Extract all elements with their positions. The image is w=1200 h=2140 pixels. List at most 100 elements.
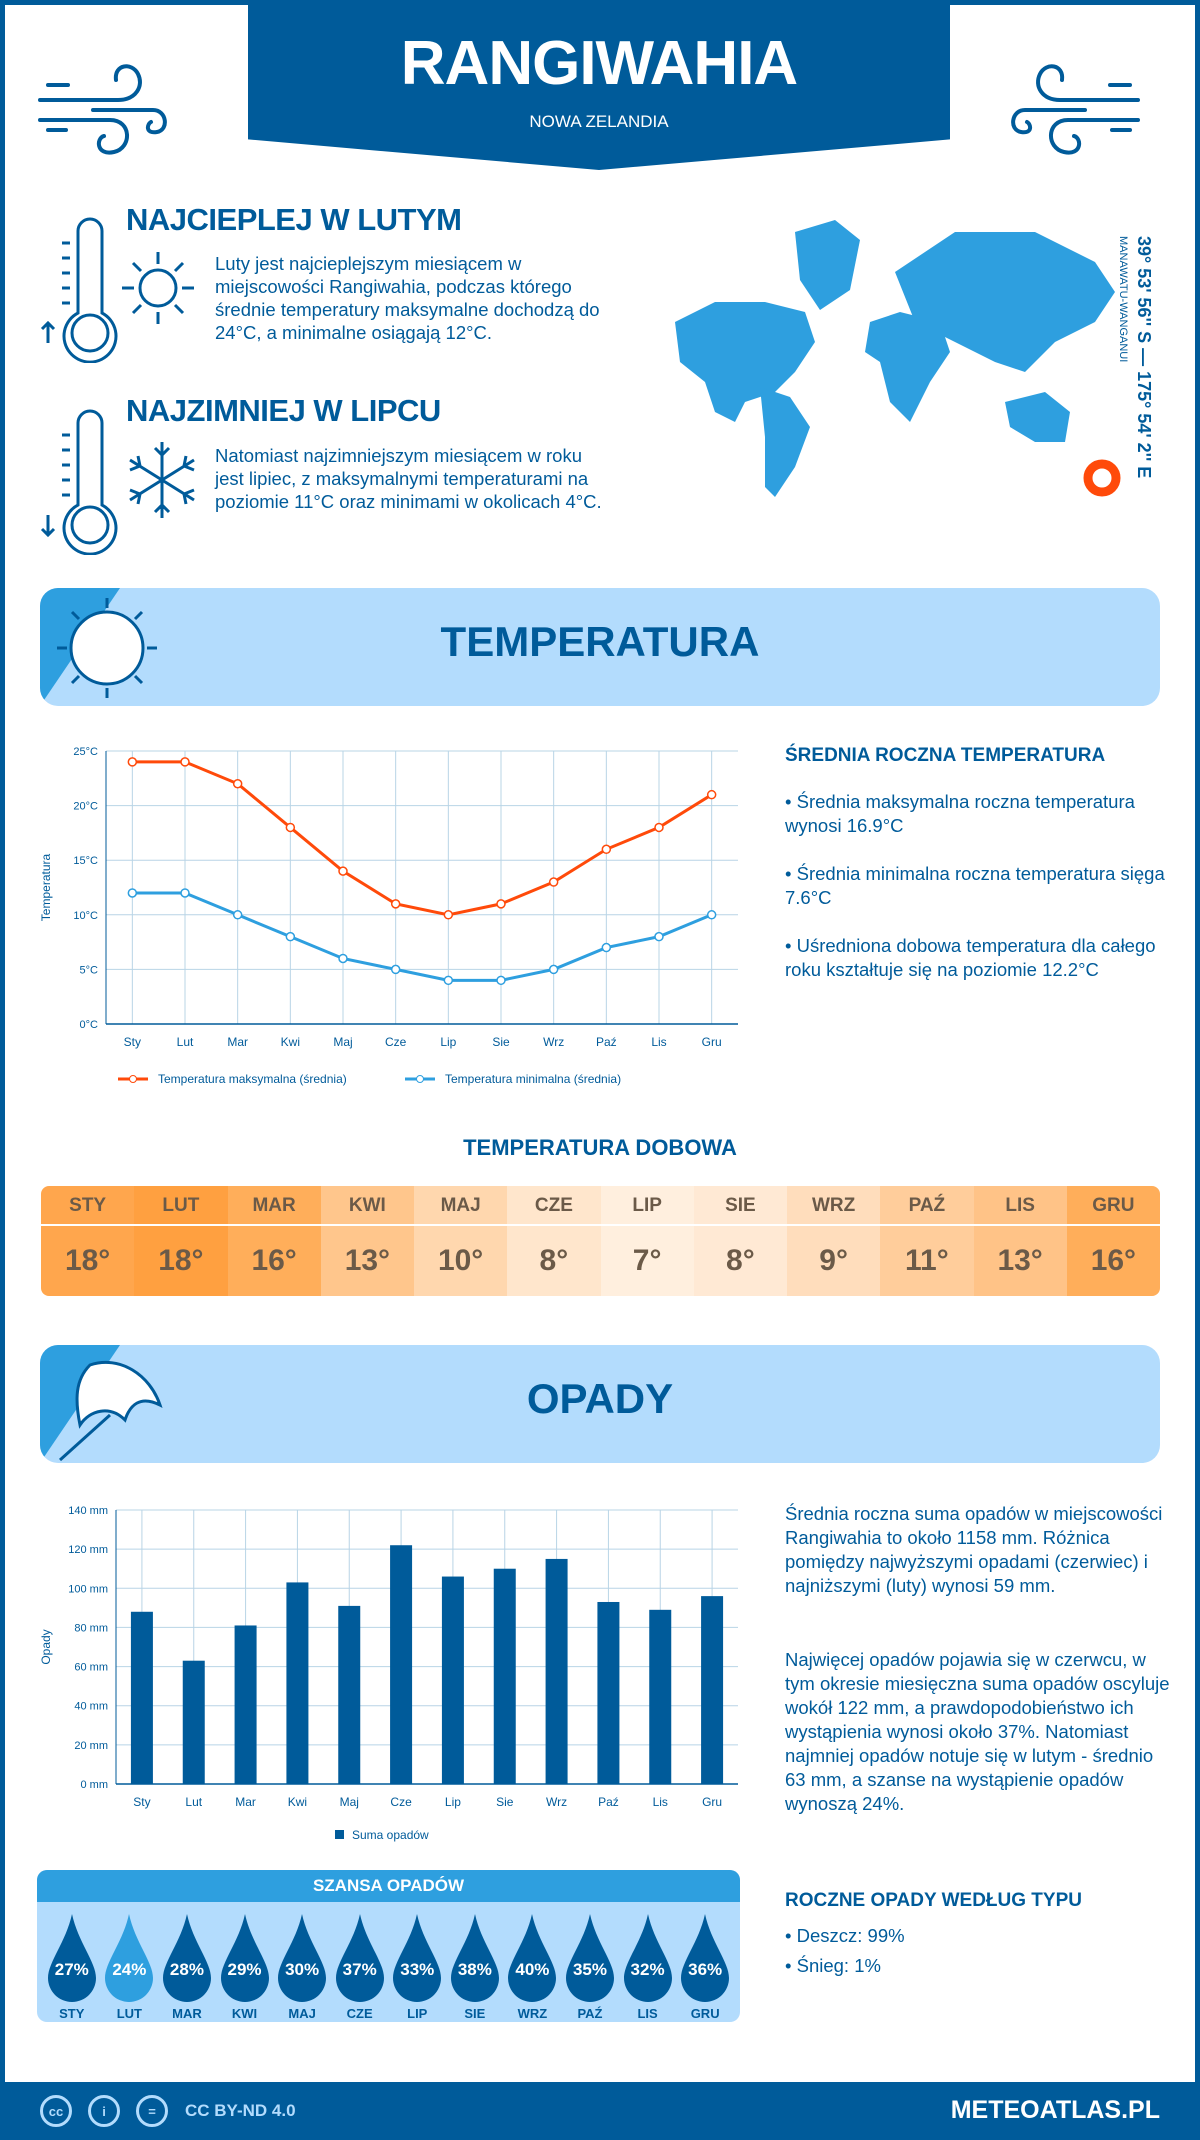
sun-icon	[122, 252, 194, 324]
x-tick-label: Maj	[333, 1035, 352, 1049]
bar	[286, 1582, 309, 1784]
temp-value: 7°	[632, 1244, 662, 1277]
y-tick-label: 40 mm	[74, 1701, 108, 1713]
data-point	[601, 942, 612, 953]
precipitation-chance-panel: SZANSA OPADÓW 27% STY 24% LUT 28% MAR 29% KWI 30…	[37, 1870, 740, 2022]
chance-drop: 28% MAR	[160, 1902, 214, 2021]
warmest-title: NAJCIEPLEJ W LUTYM	[126, 202, 462, 237]
x-tick-label: Mar	[227, 1035, 248, 1049]
bar	[649, 1609, 672, 1784]
no-derivatives-icon: =	[136, 2095, 168, 2127]
temp-value: 18°	[158, 1244, 204, 1277]
cc-icon: cc	[40, 2095, 72, 2127]
raindrop-icon	[105, 1914, 154, 2002]
raindrop-icon	[220, 1914, 269, 2002]
raindrop-icon	[681, 1914, 730, 2002]
thermometer-cold-icon	[40, 409, 118, 555]
legend-swatch	[335, 1830, 344, 1839]
daily-temp-column: LIP 7°	[600, 1186, 694, 1296]
temp-value: 8°	[726, 1244, 755, 1277]
temperature-section-banner: TEMPERATURA	[40, 588, 1160, 706]
month-label: KWI	[320, 1186, 414, 1226]
data-point	[390, 899, 401, 909]
month-label: GRU	[690, 2006, 720, 2021]
raindrop-icon	[450, 1914, 499, 2002]
daily-temp-column: GRU 16°	[1066, 1186, 1160, 1296]
data-point	[127, 888, 138, 898]
bar	[390, 1545, 413, 1784]
data-point	[706, 910, 717, 920]
temperature-bullet: • Średnia minimalna roczna temperatura s…	[785, 863, 1165, 908]
x-tick-label: Lut	[185, 1795, 202, 1809]
bar	[130, 1611, 153, 1784]
region: MANAWATU-WANGANUI	[1117, 236, 1129, 363]
coldest-title: NAJZIMNIEJ W LIPCU	[126, 393, 441, 428]
daily-temp-column: LIS 13°	[973, 1186, 1067, 1296]
snowflake-icon	[129, 442, 195, 518]
precipitation-summary: Średnia roczna suma opadów w miejscowośc…	[785, 1503, 1163, 1596]
x-tick-label: Lip	[440, 1035, 456, 1049]
x-tick-label: Sie	[492, 1035, 510, 1049]
month-label: CZE	[507, 1186, 601, 1226]
y-tick-label: 100 mm	[68, 1583, 108, 1595]
x-tick-label: Lut	[177, 1035, 194, 1049]
sun-icon	[57, 598, 157, 698]
month-label: CZE	[346, 2006, 373, 2021]
footer: cc i = CC BY-ND 4.0 METEOATLAS.PL	[0, 2082, 1200, 2140]
chance-drop: 37% CZE	[333, 1902, 387, 2021]
data-point	[285, 931, 296, 942]
data-point	[654, 822, 664, 833]
raindrop-icon	[278, 1914, 327, 2002]
month-label: SIE	[693, 1186, 787, 1226]
chance-drop: 38% SIE	[448, 1902, 502, 2021]
license-label[interactable]: CC BY-ND 4.0	[185, 2101, 296, 2120]
y-tick-label: 25°C	[73, 746, 98, 758]
warmest-text: Luty jest najcieplejszym miesiącem w mie…	[215, 253, 600, 343]
world-map	[675, 220, 1115, 497]
y-axis-label: Temperatura	[39, 853, 53, 921]
chance-value: 29%	[227, 1960, 262, 1979]
daily-temp-column: MAR 16°	[227, 1186, 321, 1296]
y-tick-label: 5°C	[80, 964, 99, 976]
month-label: LUT	[116, 2006, 142, 2021]
bar	[441, 1576, 464, 1784]
data-point	[232, 779, 243, 789]
raindrop-icon	[47, 1914, 96, 2002]
legend-label: Temperatura maksymalna (średnia)	[158, 1072, 347, 1086]
bar	[338, 1605, 361, 1784]
legend-marker	[416, 1075, 424, 1083]
chance-value: 32%	[630, 1960, 665, 1979]
data-point	[548, 877, 559, 887]
temp-value: 9°	[819, 1244, 848, 1277]
temp-value: 10°	[437, 1244, 484, 1277]
data-point	[127, 757, 138, 767]
chance-drop: 33% LIP	[390, 1902, 444, 2021]
bar	[234, 1625, 257, 1784]
legend-label: Temperatura minimalna (średnia)	[445, 1072, 621, 1086]
y-tick-label: 60 mm	[74, 1662, 108, 1674]
chance-value: 27%	[54, 1960, 89, 1979]
data-point	[443, 910, 454, 920]
temp-value: 11°	[905, 1244, 949, 1277]
legend-label: Suma opadów	[352, 1828, 429, 1842]
x-tick-label: Lis	[651, 1035, 666, 1049]
temperature-bullet: • Uśredniona dobowa temperatura dla całe…	[785, 935, 1156, 980]
chance-drop: 27% STY	[45, 1902, 99, 2021]
series-line	[132, 760, 713, 917]
daily-temperature-title: TEMPERATURA DOBOWA	[463, 1135, 737, 1160]
temp-value: 16°	[1090, 1244, 1137, 1277]
bar	[545, 1558, 568, 1784]
site-link[interactable]: METEOATLAS.PL	[950, 2096, 1160, 2124]
x-tick-label: Gru	[702, 1795, 722, 1809]
data-point	[496, 975, 506, 986]
temperature-chart: 0°C 5°C 10°C 15°C 20°C 25°C Sty Lut Mar Kwi Maj Cze…	[39, 746, 738, 1086]
temperature-section-title: TEMPERATURA	[440, 618, 760, 665]
month-label: MAR	[172, 2006, 202, 2021]
precipitation-details: Najwięcej opadów pojawia się w czerwcu, …	[785, 1649, 1170, 1814]
data-point	[338, 866, 348, 876]
bar	[182, 1660, 205, 1784]
y-tick-label: 20°C	[73, 801, 98, 813]
data-point	[232, 910, 243, 920]
city-title: RANGIWAHIA	[400, 29, 798, 98]
raindrop-icon	[565, 1914, 614, 2002]
